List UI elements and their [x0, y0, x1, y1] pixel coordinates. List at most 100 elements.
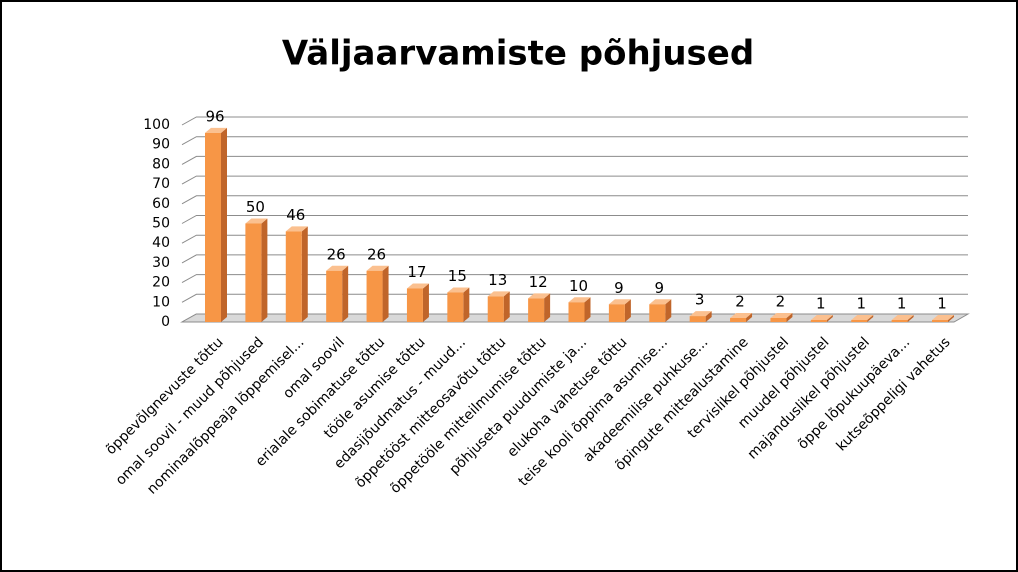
bar-face [406, 283, 429, 289]
bar-face [261, 218, 268, 322]
y-tick-label: 0 [161, 314, 170, 330]
bar [770, 313, 793, 322]
grid-line [181, 234, 968, 244]
bar-face [907, 315, 914, 322]
bar-face [221, 127, 227, 322]
grid-line [181, 254, 968, 264]
bar [851, 315, 874, 322]
bar [406, 283, 429, 322]
y-tick-label: 50 [152, 216, 170, 232]
bar [932, 315, 954, 322]
grid-line [181, 116, 968, 126]
bar [608, 299, 631, 322]
bar-face [528, 298, 545, 322]
bar-face [301, 226, 308, 322]
data-label: 13 [488, 271, 507, 289]
data-label: 26 [367, 245, 386, 263]
bar-face [705, 311, 712, 322]
bar-face [810, 315, 833, 321]
bar-face [932, 315, 954, 321]
bar [487, 291, 510, 322]
chart-title: Väljaarvamiste põhjused [282, 34, 754, 74]
bar-face [245, 218, 268, 224]
data-label: 2 [735, 293, 745, 311]
bar [245, 218, 268, 322]
bar-face [366, 265, 389, 271]
bar [205, 127, 227, 322]
bar-face [826, 315, 833, 322]
y-tick-label: 80 [152, 156, 170, 172]
bar [730, 313, 753, 322]
grid-line [181, 274, 968, 284]
bar-face [568, 297, 591, 303]
data-label: 10 [569, 277, 588, 295]
bar-face [406, 288, 423, 322]
bar-face [503, 291, 510, 322]
y-tick-label: 90 [152, 137, 170, 153]
y-tick-label: 10 [152, 294, 170, 310]
grid-line [181, 215, 968, 224]
data-label: 15 [448, 267, 467, 285]
bar-face [326, 270, 343, 322]
bar-face [205, 132, 221, 322]
bar-face [487, 291, 510, 297]
y-tick-label: 100 [143, 117, 170, 133]
bar-face [770, 318, 787, 322]
bar-face [608, 304, 625, 322]
data-label: 9 [655, 279, 665, 297]
bar-face [810, 320, 827, 322]
bar-face [689, 311, 712, 317]
bar-face [528, 293, 551, 299]
bar [447, 287, 470, 322]
bar-face [649, 304, 666, 322]
data-label: 1 [816, 295, 826, 313]
bar [326, 265, 349, 322]
bar-face [948, 315, 954, 322]
bar-face [730, 313, 753, 319]
bar-face [568, 302, 585, 322]
grid-line [181, 136, 968, 146]
bar [568, 297, 591, 322]
grid-line [181, 195, 968, 205]
data-label: 50 [246, 198, 265, 216]
bar-face [463, 287, 470, 322]
bar-face [342, 265, 349, 322]
bar-face [867, 315, 874, 322]
bar-face [649, 299, 672, 305]
bar-face [366, 270, 383, 322]
bar-face [245, 223, 262, 322]
y-tick-label: 70 [152, 176, 170, 192]
data-label: 96 [205, 107, 224, 125]
bar-face [447, 287, 470, 293]
bar-face [689, 316, 706, 322]
bar-face [665, 299, 672, 322]
bar-face [932, 320, 948, 322]
y-tick-label: 40 [152, 235, 170, 251]
bar [649, 299, 672, 322]
grid-line [181, 293, 968, 303]
data-label: 1 [856, 295, 866, 313]
bar-face [608, 299, 631, 305]
bar-face [786, 313, 793, 322]
data-label: 46 [286, 206, 305, 224]
data-label: 1 [897, 295, 907, 313]
bar-face [544, 293, 551, 322]
bar [285, 226, 308, 322]
bar [528, 293, 551, 322]
bar-face [851, 320, 868, 322]
bar [689, 311, 712, 322]
grid-line [181, 175, 968, 185]
grid-line [181, 155, 968, 165]
data-label: 3 [695, 291, 705, 309]
bar-face [730, 318, 747, 322]
bar-face [487, 296, 504, 322]
bar-face [624, 299, 631, 322]
data-label: 1 [937, 295, 947, 313]
bar-face [326, 265, 349, 271]
bar [810, 315, 833, 322]
bar-face [447, 292, 464, 322]
data-label: 26 [327, 245, 346, 263]
y-tick-label: 60 [152, 196, 170, 212]
